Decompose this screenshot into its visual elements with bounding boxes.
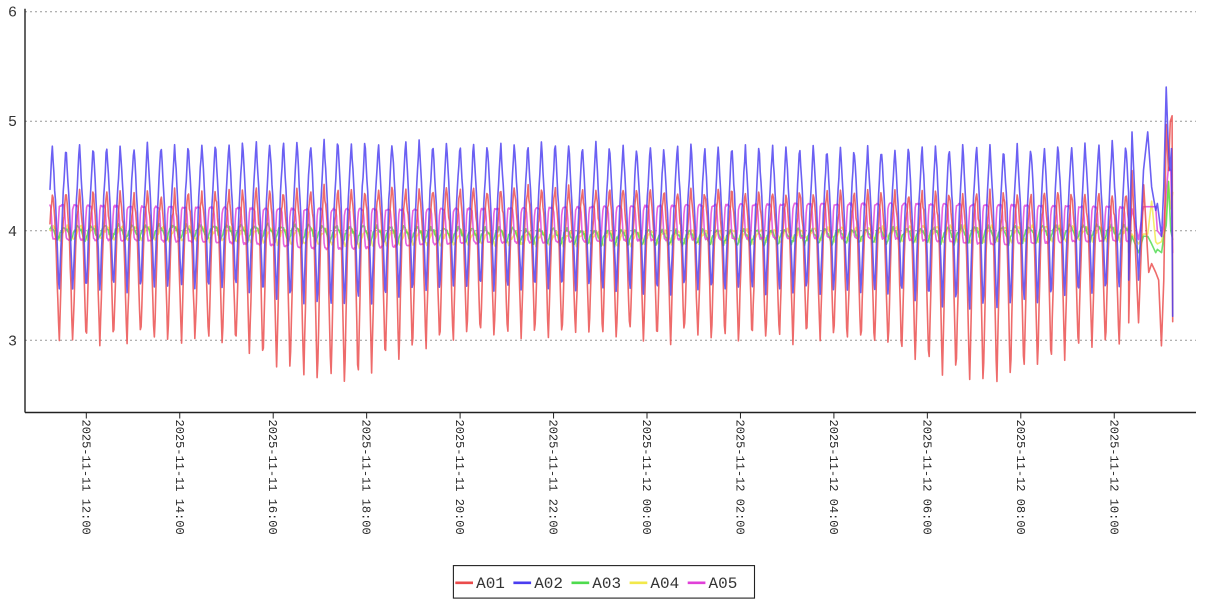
svg-text:2025-11-12 08:00: 2025-11-12 08:00 bbox=[1013, 420, 1027, 535]
svg-text:2025-11-11 22:00: 2025-11-11 22:00 bbox=[546, 420, 560, 535]
svg-text:A01: A01 bbox=[476, 575, 505, 593]
svg-text:2025-11-11 12:00: 2025-11-11 12:00 bbox=[78, 420, 92, 535]
svg-text:2025-11-12 04:00: 2025-11-12 04:00 bbox=[826, 420, 840, 535]
svg-text:5: 5 bbox=[8, 114, 17, 131]
svg-text:2025-11-12 00:00: 2025-11-12 00:00 bbox=[639, 420, 653, 535]
svg-text:2025-11-12 06:00: 2025-11-12 06:00 bbox=[919, 420, 933, 535]
svg-text:2025-11-12 02:00: 2025-11-12 02:00 bbox=[732, 420, 746, 535]
svg-text:A05: A05 bbox=[709, 575, 738, 593]
svg-text:A04: A04 bbox=[650, 575, 679, 593]
svg-text:A02: A02 bbox=[534, 575, 563, 593]
svg-text:A03: A03 bbox=[592, 575, 621, 593]
svg-text:4: 4 bbox=[8, 224, 17, 241]
svg-text:3: 3 bbox=[8, 333, 17, 350]
svg-text:2025-11-11 20:00: 2025-11-11 20:00 bbox=[452, 420, 466, 535]
svg-text:2025-11-12 10:00: 2025-11-12 10:00 bbox=[1106, 420, 1120, 535]
svg-text:2025-11-11 16:00: 2025-11-11 16:00 bbox=[265, 420, 279, 535]
svg-text:6: 6 bbox=[8, 5, 17, 22]
svg-text:2025-11-11 18:00: 2025-11-11 18:00 bbox=[359, 420, 373, 535]
svg-text:2025-11-11 14:00: 2025-11-11 14:00 bbox=[172, 420, 186, 535]
